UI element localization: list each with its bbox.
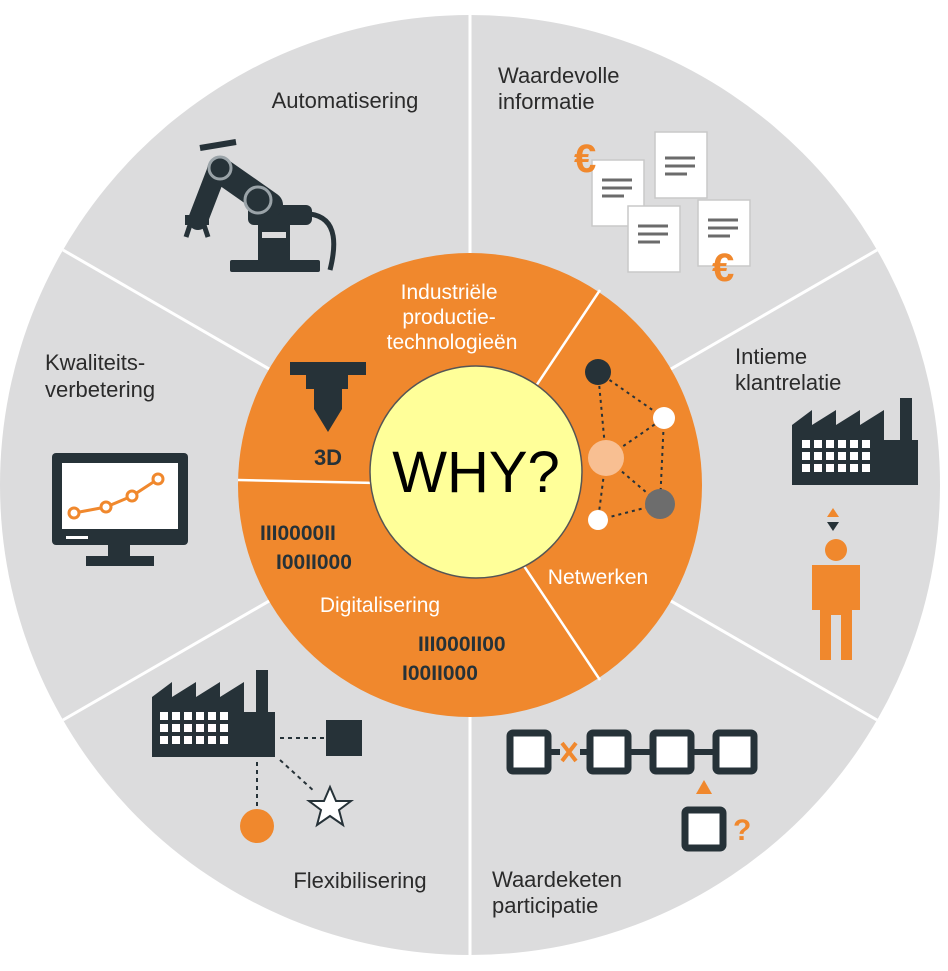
netwerken-label: Netwerken — [548, 566, 648, 589]
kwaliteitsverbetering-label: Kwaliteits- verbetering — [45, 350, 155, 402]
center-circle — [369, 365, 583, 579]
waardeketen-participatie-label: Waardeketen participatie — [492, 867, 628, 918]
digitalisering-label: Digitalisering — [320, 594, 440, 617]
flexibilisering-label: Flexibilisering — [293, 868, 426, 893]
euro-icon: € — [574, 137, 596, 181]
industriele-label: Industriële productie- technologieën — [387, 281, 518, 354]
automatisering-label: Automatisering — [272, 88, 419, 113]
intieme-klantrelatie-label: Intieme klantrelatie — [735, 344, 841, 395]
factory-customer-icon — [792, 398, 918, 660]
3d-label: 3D — [314, 445, 342, 470]
3d-printer-icon: 3D — [290, 362, 366, 470]
network-graph-icon — [585, 359, 675, 530]
monitor-chart-icon — [52, 453, 188, 566]
euro-icon: € — [712, 246, 734, 290]
binary-code-top: III0000II I00II000 — [260, 522, 352, 574]
factory-network-icon — [152, 670, 362, 843]
documents-icon: € € — [574, 131, 751, 290]
waardevolle-informatie-label: Waardevolle informatie — [498, 63, 626, 114]
robot-arm-icon — [183, 139, 337, 272]
outer-dividers — [62, 15, 878, 955]
center-label: WHY? — [392, 440, 560, 505]
question-icon: ? — [733, 814, 751, 847]
binary-code-bottom: III000II00 I00II000 — [402, 633, 511, 685]
value-chain-icon: ? — [506, 729, 758, 852]
